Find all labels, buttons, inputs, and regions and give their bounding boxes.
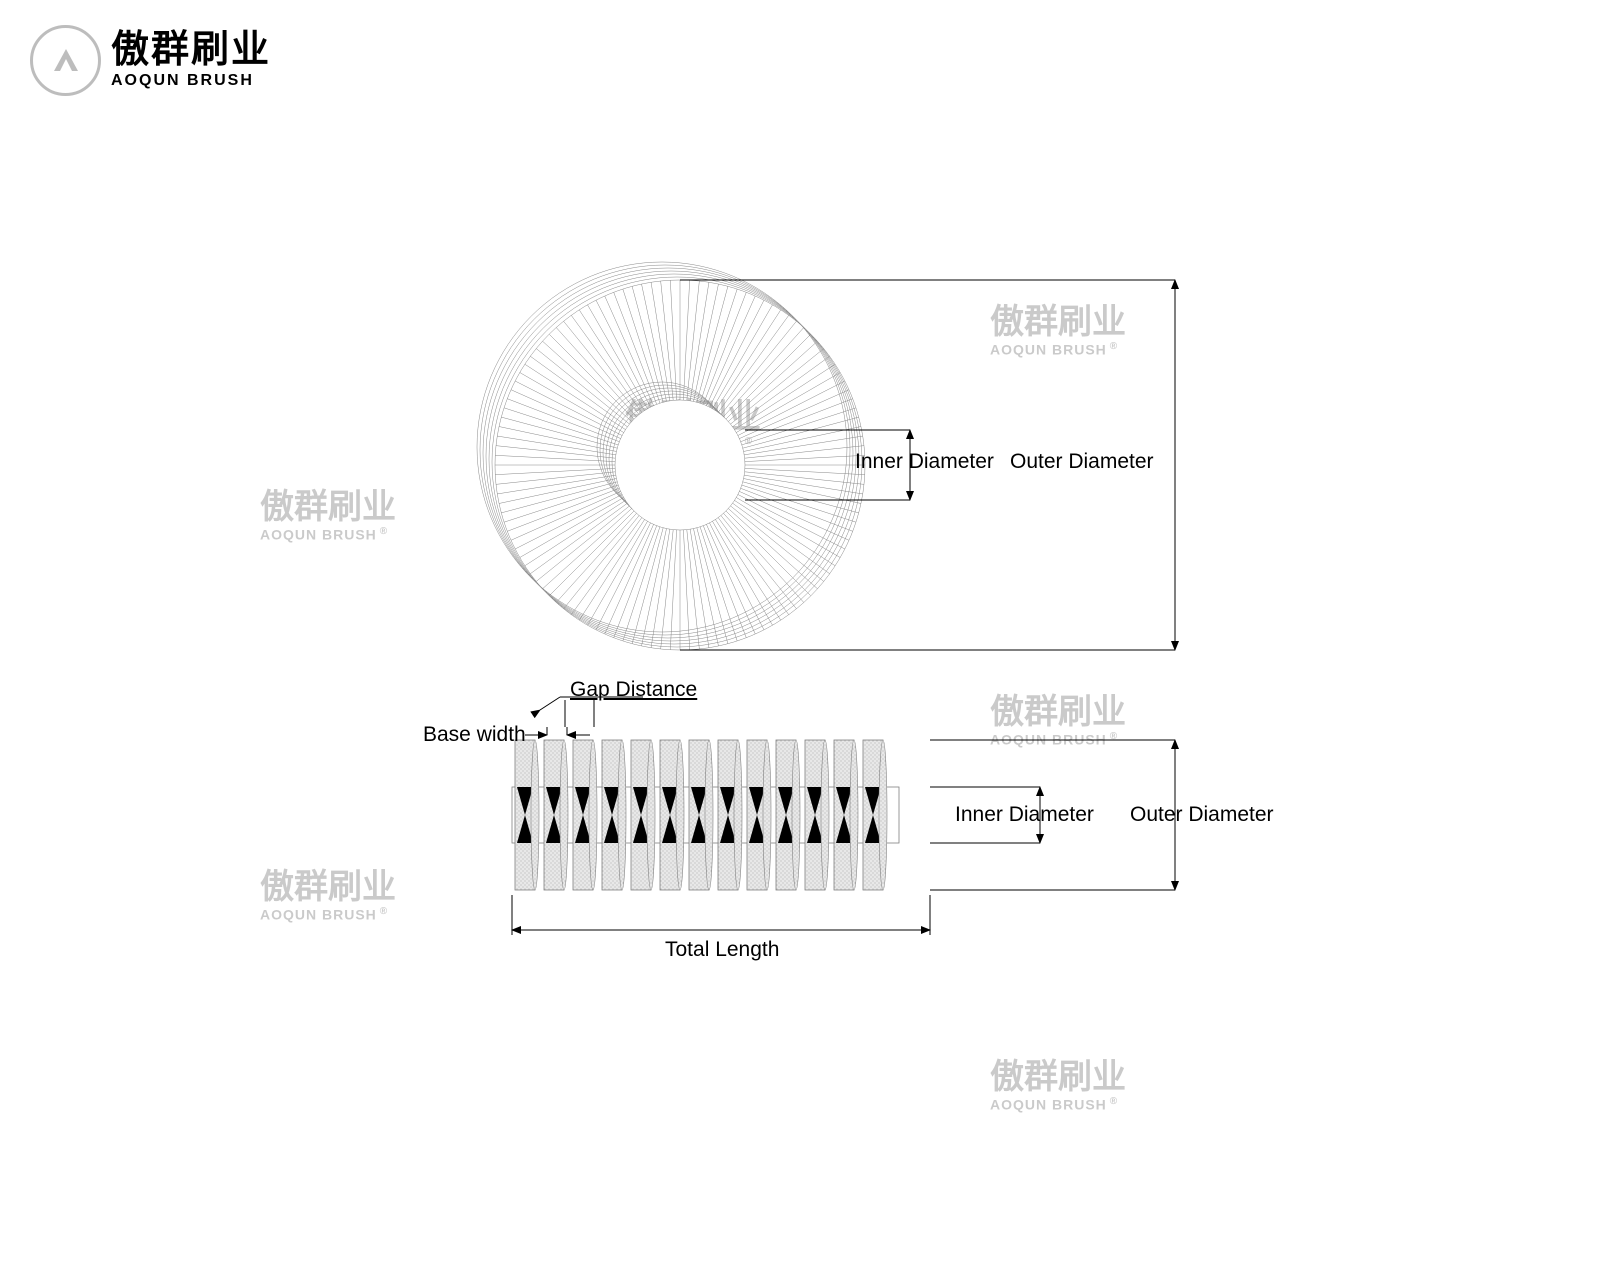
label-inner-diameter-side: Inner Diameter (955, 803, 1094, 827)
technical-diagram (0, 0, 1600, 1280)
label-total-length: Total Length (665, 938, 779, 962)
label-outer-diameter-top: Outer Diameter (1010, 450, 1154, 474)
label-outer-diameter-side: Outer Diameter (1130, 803, 1274, 827)
label-gap-distance: Gap Distance (570, 678, 697, 702)
top-view-brush (477, 262, 865, 650)
label-inner-diameter-top: Inner Diameter (855, 450, 994, 474)
side-view-brush (512, 740, 899, 890)
label-base-width: Base width (423, 723, 526, 747)
